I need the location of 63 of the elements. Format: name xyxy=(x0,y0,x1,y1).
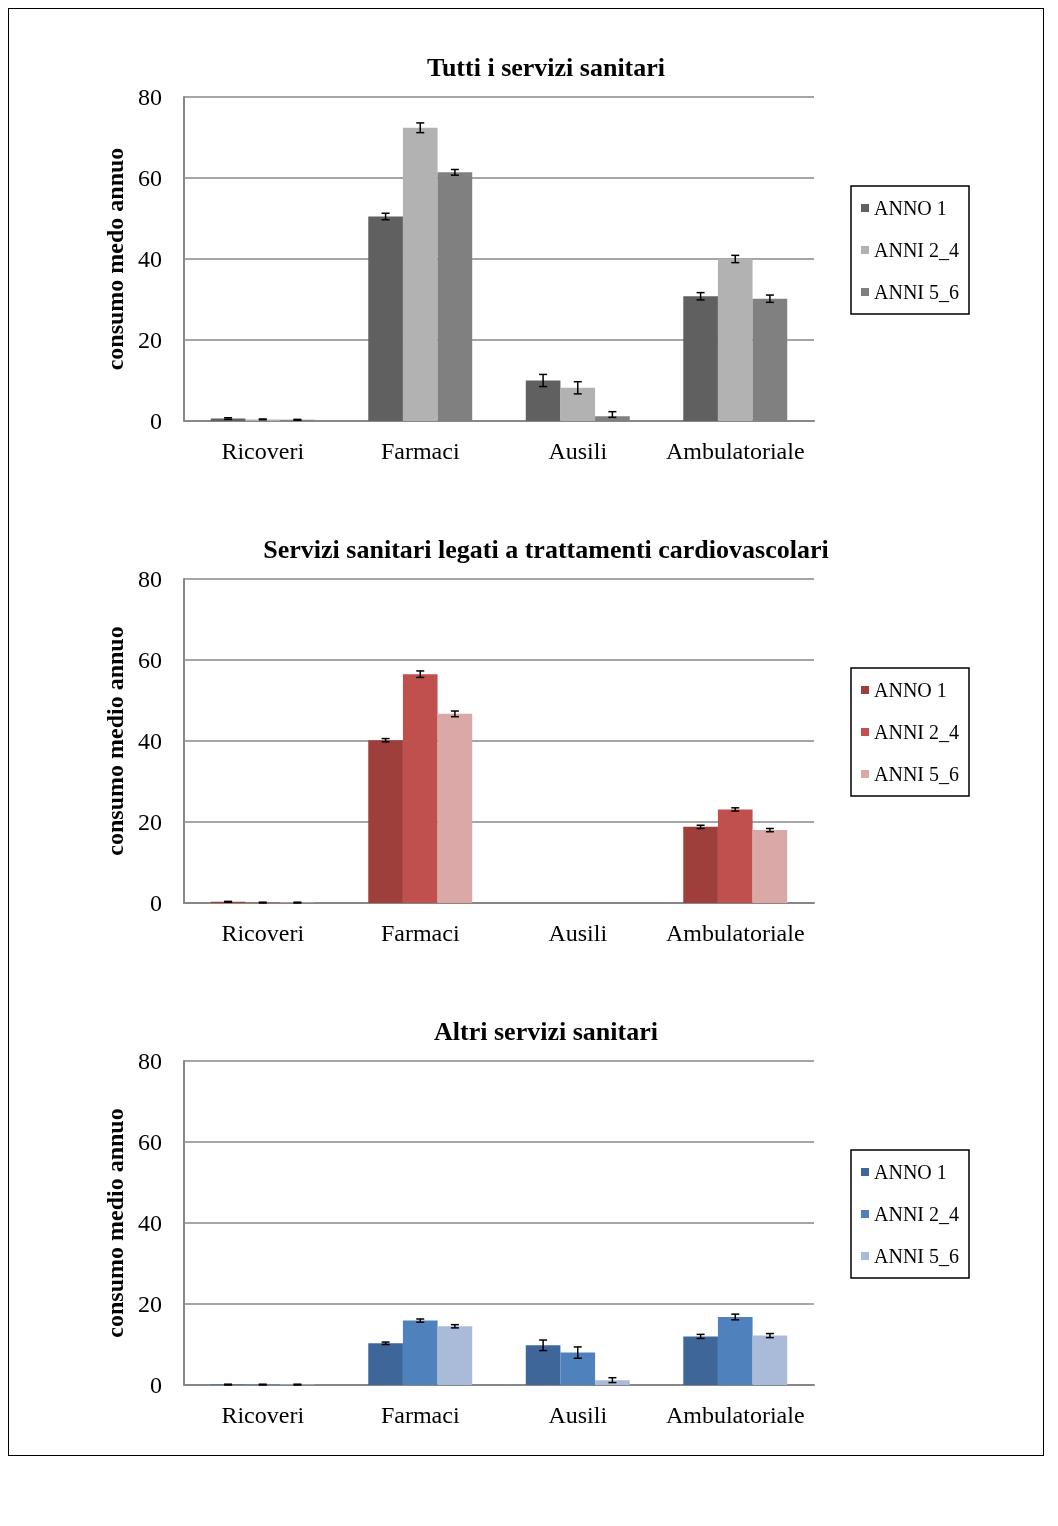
x-tick-label: Ambulatoriale xyxy=(665,920,805,946)
y-axis-title: consumo medio annuo xyxy=(102,626,129,856)
x-tick-label: Farmaci xyxy=(380,1402,460,1428)
bar xyxy=(368,1343,403,1385)
bar xyxy=(595,1380,630,1385)
bar xyxy=(525,380,561,421)
y-tick-label: 60 xyxy=(138,1129,162,1155)
legend-label: ANNI 5_6 xyxy=(874,281,960,303)
x-tick-label: Ausili xyxy=(548,920,608,946)
bar xyxy=(752,1335,788,1385)
x-tick-label: Ricoveri xyxy=(221,920,305,946)
legend-label: ANNI 5_6 xyxy=(874,1245,960,1267)
y-tick-label: 60 xyxy=(138,165,162,191)
x-tick-label: Ricoveri xyxy=(221,1402,305,1428)
legend-label: ANNI 2_4 xyxy=(874,1203,960,1225)
y-tick-label: 80 xyxy=(138,566,162,592)
bar xyxy=(437,713,473,903)
bar xyxy=(717,1316,753,1385)
bar xyxy=(402,674,438,903)
x-tick-label: Ausili xyxy=(548,1402,608,1428)
y-tick-label: 40 xyxy=(138,728,162,754)
y-tick-label: 20 xyxy=(138,809,162,835)
legend-label: ANNI 2_4 xyxy=(874,239,960,261)
y-axis-title: consumo medio annuo xyxy=(102,1108,129,1338)
y-tick-label: 40 xyxy=(138,246,162,272)
chart-title: Altri servizi sanitari xyxy=(434,1016,658,1046)
bar xyxy=(437,1326,473,1385)
y-tick-label: 0 xyxy=(150,408,162,434)
x-tick-label: Ricoveri xyxy=(221,438,305,464)
bar xyxy=(683,296,718,421)
x-tick-label: Ambulatoriale xyxy=(665,1402,805,1428)
x-tick-label: Ausili xyxy=(548,438,608,464)
y-tick-label: 20 xyxy=(138,327,162,353)
chart-title: Servizi sanitari legati a trattamenti cardiovascolari xyxy=(263,534,829,564)
bar xyxy=(683,1336,718,1385)
x-tick-label: Farmaci xyxy=(380,438,460,464)
bar xyxy=(368,216,403,421)
y-tick-label: 20 xyxy=(138,1291,162,1317)
bar xyxy=(560,1352,596,1385)
y-tick-label: 0 xyxy=(150,890,162,916)
legend-label: ANNI 5_6 xyxy=(874,763,960,785)
y-tick-label: 40 xyxy=(138,1210,162,1236)
legend-label: ANNO 1 xyxy=(874,679,947,701)
bar xyxy=(683,826,718,903)
x-tick-label: Farmaci xyxy=(380,920,460,946)
legend-label: ANNO 1 xyxy=(874,1161,947,1183)
y-tick-label: 80 xyxy=(138,84,162,110)
y-axis-title: consumo medo annuo xyxy=(102,147,129,371)
bar xyxy=(560,387,596,421)
legend-label: ANNO 1 xyxy=(874,197,947,219)
x-tick-label: Ambulatoriale xyxy=(665,438,805,464)
y-tick-label: 0 xyxy=(150,1372,162,1398)
bar xyxy=(717,259,753,421)
legend-label: ANNI 2_4 xyxy=(874,721,960,743)
y-tick-label: 80 xyxy=(138,1048,162,1074)
bar xyxy=(368,740,403,903)
bar xyxy=(402,127,438,421)
chart-title: Tutti i servizi sanitari xyxy=(426,52,666,82)
bar xyxy=(525,1345,561,1385)
bar xyxy=(717,809,753,903)
y-tick-label: 60 xyxy=(138,647,162,673)
bar xyxy=(402,1320,438,1385)
bar xyxy=(752,830,788,903)
